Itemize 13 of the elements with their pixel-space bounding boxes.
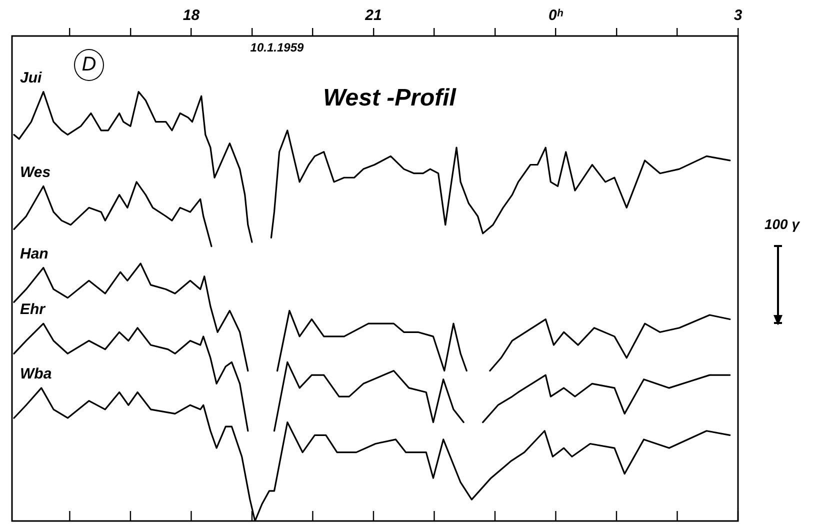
series-label: Wes xyxy=(20,164,51,181)
text: 10.1.1959 xyxy=(250,40,304,54)
x-tick-label: 21 xyxy=(364,7,382,24)
text: 100 γ xyxy=(764,216,801,232)
series-label: Ehr xyxy=(20,301,46,318)
series-label: Han xyxy=(20,245,48,262)
x-tick-label: 0ʰ xyxy=(548,7,564,24)
x-tick-label: 18 xyxy=(182,7,200,24)
chart-title: West -Profil xyxy=(323,84,458,112)
text: D xyxy=(82,54,96,76)
series-label: Jui xyxy=(20,69,43,86)
series-label: Wba xyxy=(20,366,52,383)
x-tick-label: 3 xyxy=(734,7,743,24)
